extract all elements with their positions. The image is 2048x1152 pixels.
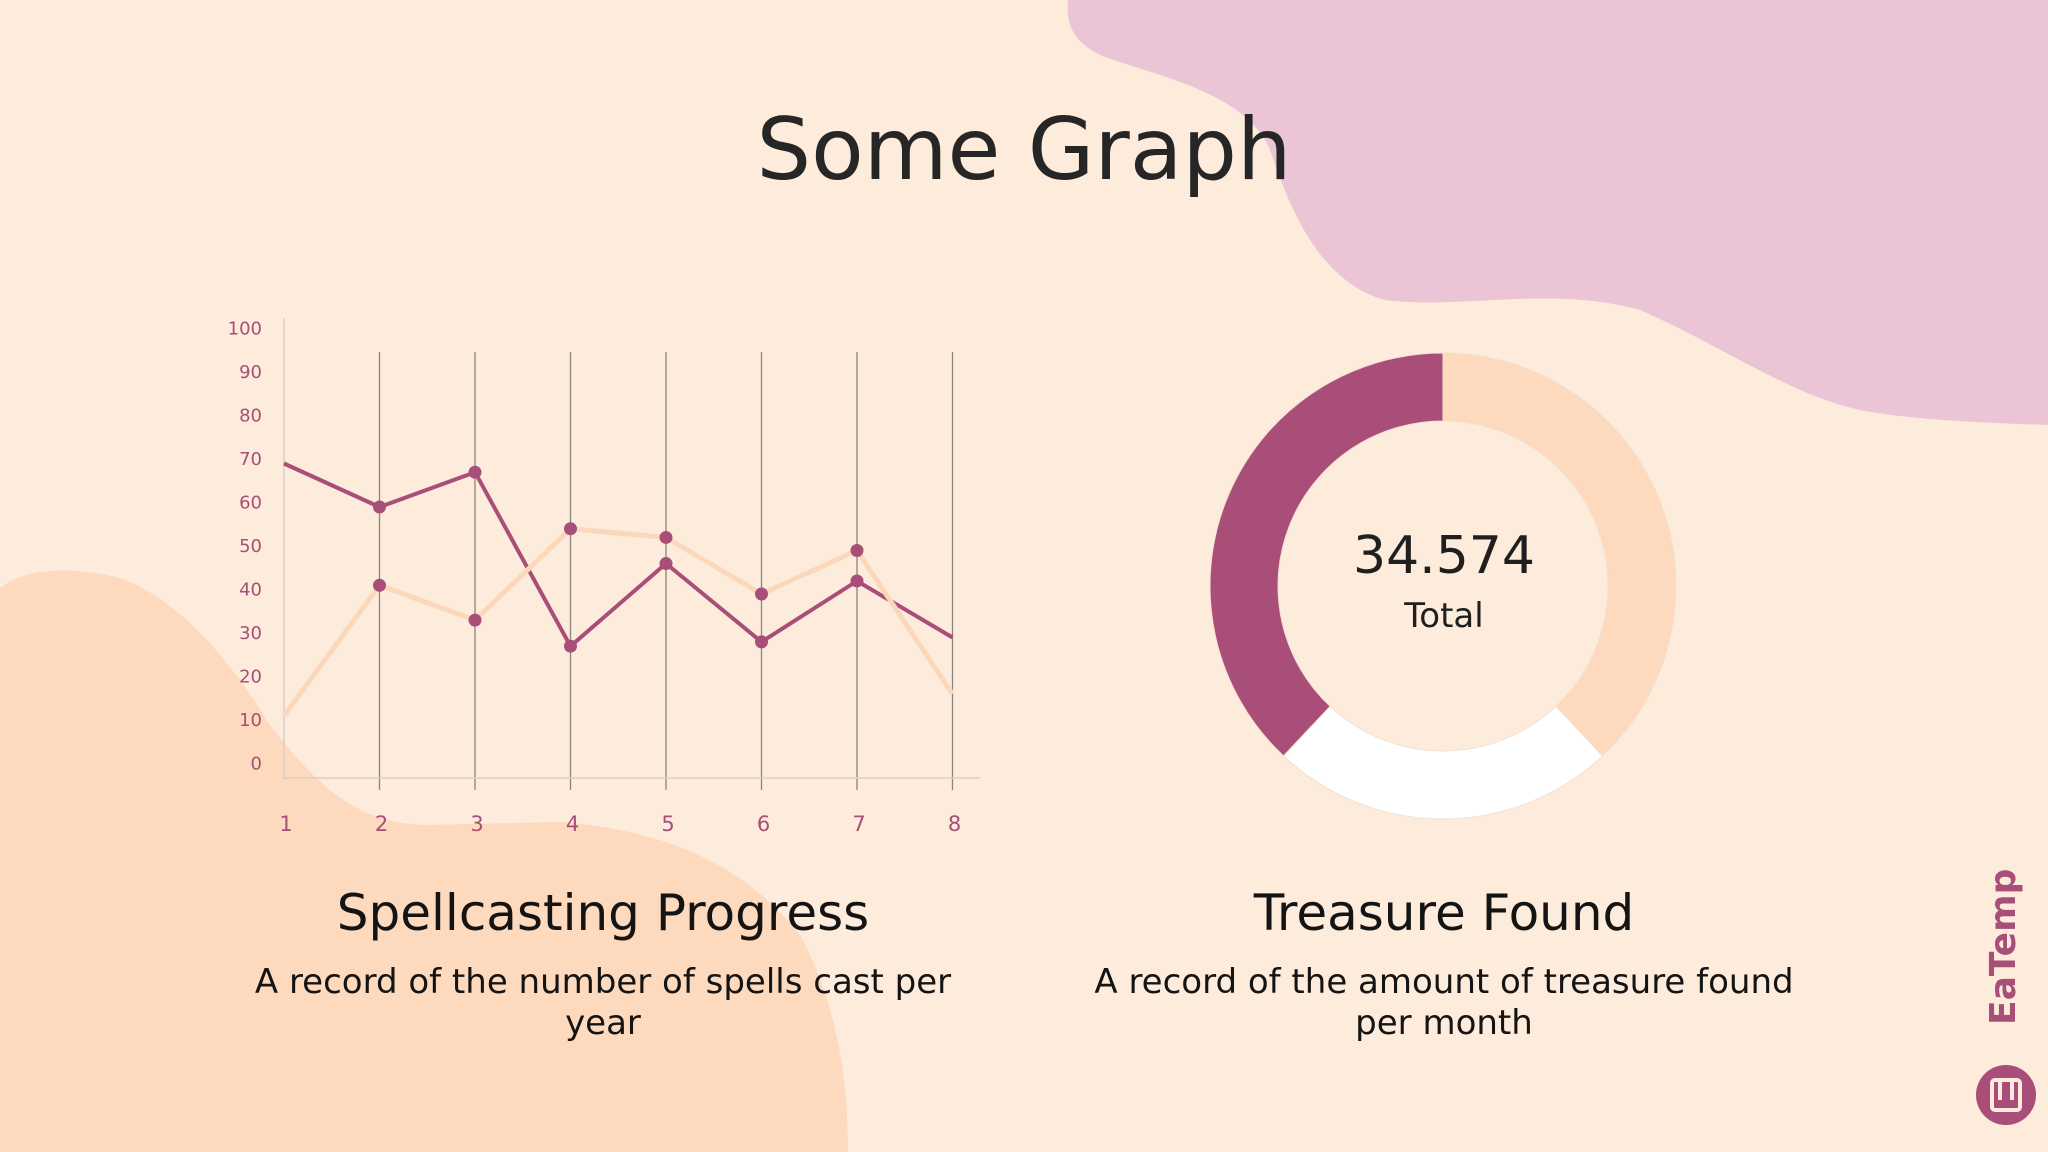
x-tick-label: 6 [757,812,770,836]
y-tick-label: 70 [239,449,262,470]
series-1-point [564,639,577,653]
x-tick-label: 8 [948,812,961,836]
x-tick-labels: 1 2 3 4 5 6 7 8 [279,812,961,836]
y-tick-label: 60 [239,492,262,513]
series-2-point [755,587,768,601]
pink-blob [1067,0,2048,425]
series-1-line [283,461,954,649]
y-tick-label: 50 [239,536,262,557]
donut-center-value: 34.574 [1353,526,1535,586]
donut-slices [1209,352,1677,820]
y-tick-label: 0 [251,753,262,774]
series-2-point [373,578,386,592]
page-title: Some Graph [756,100,1292,200]
y-tick-labels: 0 10 20 30 40 50 60 70 80 90 100 [228,318,262,774]
series-1-point [659,557,673,571]
series-1-point [373,500,386,514]
x-tick-label: 3 [470,812,483,836]
donut-slice-2 [1282,705,1604,820]
donut-chart-title: Treasure Found [1253,884,1635,942]
series-2-point [468,613,482,627]
x-tick-label: 7 [852,812,865,836]
x-tick-label: 1 [279,812,292,836]
donut-slice-1 [1442,352,1677,757]
chart-gridlines [378,352,954,790]
x-tick-label: 5 [661,812,674,836]
series-2-point [659,530,673,544]
peach-blob [0,570,848,1152]
series-1-point [755,635,768,649]
y-tick-label: 90 [239,362,262,383]
x-tick-label: 2 [375,812,388,836]
y-tick-label: 30 [239,623,262,644]
donut-center-label: Total [1404,596,1484,636]
donut-slice-3 [1209,352,1444,757]
y-tick-label: 80 [239,405,262,426]
chart-series [281,461,955,718]
series-2-point [564,522,577,536]
series-1-point [468,465,482,479]
line-chart-title: Spellcasting Progress [336,884,870,942]
line-chart-description: A record of the number of spells cast pe… [254,962,952,1043]
series-1-point [850,574,864,588]
brand-logo-icon [1976,1065,2036,1125]
series-2-point [850,544,864,557]
chart-axes [283,318,980,779]
y-tick-label: 10 [239,710,262,731]
x-tick-label: 4 [566,812,579,836]
y-tick-label: 20 [239,666,262,687]
y-tick-label: 100 [228,318,262,339]
y-tick-label: 40 [239,579,262,600]
donut-chart-description: A record of the amount of treasure found… [1094,962,1794,1043]
series-2-line [281,526,955,718]
